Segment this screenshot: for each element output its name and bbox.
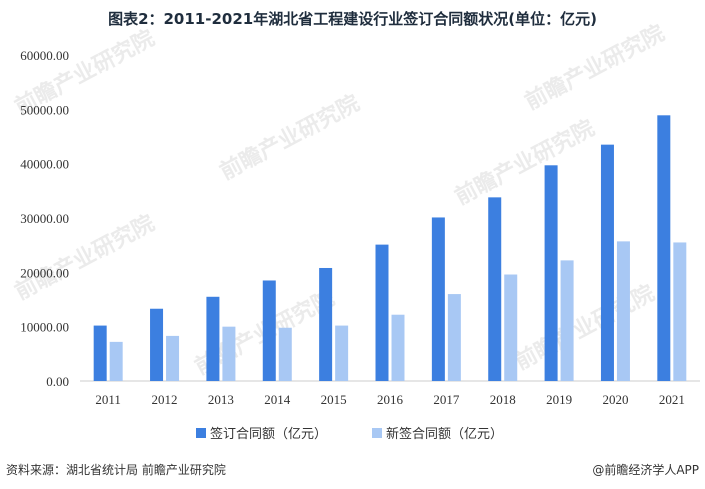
bar-signed-contract (375, 244, 389, 381)
legend-swatch-signed (196, 428, 206, 438)
bar-signed-contract (657, 115, 671, 381)
y-tick-label: 50000.00 (20, 102, 69, 117)
x-tick-label: 2011 (95, 392, 121, 407)
bar-new-contract (278, 327, 292, 381)
legend: 签订合同额（亿元） 新签合同额（亿元） (196, 426, 503, 442)
bar-signed-contract (262, 280, 276, 381)
bars (93, 115, 687, 381)
x-tick-label: 2018 (490, 392, 516, 407)
bar-new-contract (222, 326, 236, 381)
bar-signed-contract (319, 267, 333, 381)
legend-label-new: 新签合同额（亿元） (386, 426, 503, 442)
x-tick-label: 2015 (321, 392, 347, 407)
legend-swatch-new (372, 428, 382, 438)
watermark-text: 前瞻产业研究院 (451, 115, 599, 210)
bar-new-contract (447, 294, 461, 381)
y-axis: 0.00 10000.00 20000.00 30000.00 40000.00 5000… (20, 48, 69, 389)
x-tick-label: 2019 (546, 392, 572, 407)
x-tick-label: 2017 (433, 392, 460, 407)
x-tick-label: 2014 (264, 392, 291, 407)
y-tick-label: 40000.00 (20, 157, 69, 172)
bar-new-contract (335, 325, 349, 381)
chart-title: 图表2：2011-2021年湖北省工程建设行业签订合同额状况(单位：亿元) (108, 10, 597, 28)
bar-new-contract (673, 242, 687, 381)
y-tick-label: 10000.00 (20, 320, 69, 335)
bar-signed-contract (93, 325, 107, 381)
watermark-text: 前瞻产业研究院 (216, 90, 364, 185)
bar-signed-contract (431, 217, 445, 381)
x-tick-label: 2016 (377, 392, 404, 407)
bar-new-contract (616, 241, 630, 381)
source-note: 资料来源：湖北省统计局 前瞻产业研究院 (6, 463, 226, 477)
x-tick-label: 2021 (659, 392, 685, 407)
watermark-text: 前瞻产业研究院 (521, 20, 669, 115)
legend-label-signed: 签订合同额（亿元） (210, 426, 327, 442)
bar-signed-contract (600, 144, 614, 381)
watermark-text: 前瞻产业研究院 (511, 280, 659, 375)
bar-signed-contract (206, 296, 220, 381)
bar-new-contract (166, 335, 180, 381)
y-tick-label: 0.00 (46, 374, 69, 389)
x-axis: 2011 2012 2013 2014 2015 2016 2017 2018 2019 2020… (95, 392, 684, 407)
bar-signed-contract (544, 165, 558, 381)
bar-new-contract (109, 341, 123, 381)
y-tick-label: 30000.00 (20, 211, 69, 226)
bar-new-contract (391, 314, 405, 381)
x-tick-label: 2020 (602, 392, 628, 407)
brand-credit: @前瞻经济学人APP (592, 463, 699, 477)
bar-signed-contract (150, 308, 164, 381)
x-tick-label: 2013 (208, 392, 234, 407)
y-tick-label: 20000.00 (20, 265, 69, 280)
bar-new-contract (560, 260, 574, 381)
bar-new-contract (504, 274, 518, 381)
y-tick-label: 60000.00 (20, 48, 69, 63)
bar-signed-contract (488, 197, 502, 381)
x-tick-label: 2012 (152, 392, 178, 407)
